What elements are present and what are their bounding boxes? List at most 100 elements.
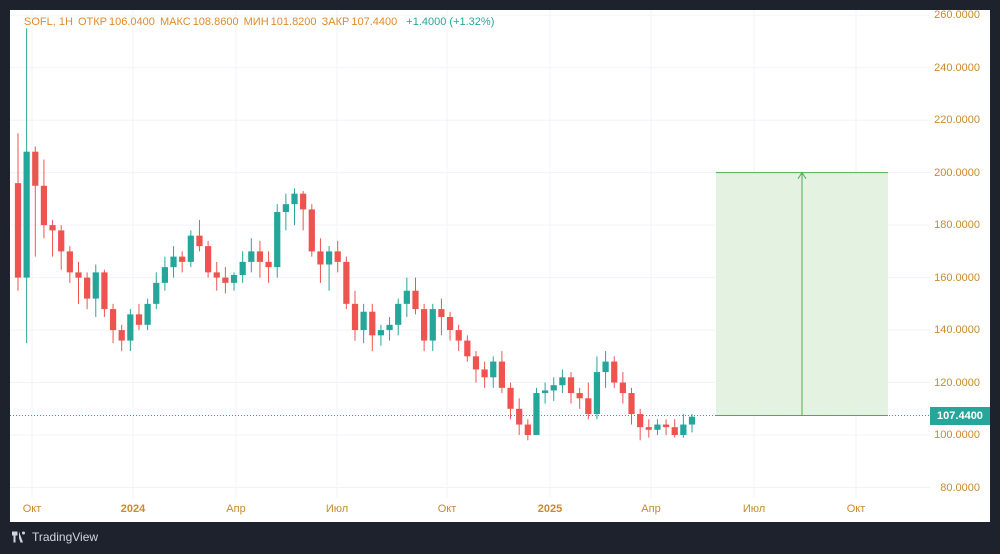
candle-body (317, 251, 324, 265)
candle-body (585, 398, 592, 415)
candle-body (40, 185, 48, 226)
candle-body (144, 303, 151, 325)
chart-pane[interactable]: SOFL, 1H ОТКР 106.0400 МАКС 108.8600 МИН 10… (10, 10, 990, 522)
candle-body (58, 230, 65, 252)
candle-body (688, 416, 696, 425)
candle-body (161, 267, 169, 283)
price-tick: 160.0000 (934, 271, 980, 284)
candle-body (619, 382, 626, 394)
price-tick: 200.0000 (934, 166, 980, 179)
price-tick: 100.0000 (934, 429, 980, 442)
candle-body (395, 303, 402, 325)
target-arrow-head (797, 171, 807, 179)
candle-body (239, 261, 246, 275)
price-tick: 180.0000 (934, 219, 980, 232)
legend-change: +1.4000 (+1.32%) (406, 16, 495, 28)
candle-body (602, 361, 609, 373)
last-price-label: 107.4400 (930, 406, 990, 425)
candle-body (637, 414, 644, 428)
candle-body (421, 309, 428, 341)
candle-body (282, 204, 289, 213)
price-axis[interactable]: 260.0000 240.0000 220.0000 200.0000 180.0000… (930, 10, 990, 522)
candle-body (490, 361, 497, 378)
candle-body (248, 251, 255, 262)
candle-body (127, 314, 134, 341)
candle-body (300, 193, 307, 210)
candle-body (576, 393, 583, 399)
time-tick: 2025 (537, 503, 563, 515)
candle-body (472, 356, 480, 370)
candle-body (611, 361, 618, 383)
candle-body (135, 314, 143, 325)
candle-body (32, 151, 39, 186)
footer: TradingView (12, 530, 98, 544)
candle-body (274, 212, 281, 268)
candle-body (507, 387, 514, 409)
candle-body (196, 235, 203, 247)
time-tick: 2024 (120, 503, 146, 515)
legend-open-label: ОТКР (77, 16, 107, 28)
candle-body (593, 372, 601, 415)
candle-body (438, 309, 445, 317)
candle-body (101, 272, 108, 310)
candle-body (662, 424, 670, 428)
legend-low-label: МИН (243, 16, 269, 28)
candle-body (109, 309, 117, 331)
candle-body (498, 361, 506, 388)
price-tick: 240.0000 (934, 61, 980, 74)
candle-body (14, 183, 22, 278)
price-tick: 120.0000 (934, 376, 980, 389)
legend-high: 108.8600 (192, 16, 239, 28)
price-tick: 220.0000 (934, 114, 980, 127)
candle-body (213, 272, 220, 278)
candle-body (179, 256, 186, 262)
candle-body (118, 330, 125, 341)
candle-body (481, 369, 488, 378)
candlestick-chart[interactable] (10, 10, 990, 522)
legend-symbol: SOFL, 1H (24, 16, 73, 28)
candle-body (351, 303, 359, 331)
candle-body (369, 311, 376, 336)
candle-body (308, 209, 315, 252)
legend-close-label: ЗАКР (321, 16, 350, 28)
candle-body (360, 311, 367, 331)
candle-body (23, 151, 30, 278)
time-tick: Апр (641, 503, 661, 515)
ohlc-legend: SOFL, 1H ОТКР 106.0400 МАКС 108.8600 МИН 10… (24, 16, 496, 28)
candle-body (170, 256, 177, 268)
candle-body (403, 290, 410, 304)
candle-body (654, 424, 661, 430)
legend-open: 106.0400 (109, 16, 155, 28)
candle-body (265, 261, 272, 268)
candle-body (524, 424, 531, 436)
candle-body (256, 251, 264, 262)
candle-body (325, 251, 333, 265)
candle-body (645, 427, 652, 430)
candle-body (628, 393, 635, 415)
time-tick: Окт (22, 503, 42, 515)
time-tick: Июл (325, 503, 349, 515)
candle-body (377, 330, 385, 336)
candle-body (516, 408, 523, 425)
time-tick: Апр (226, 503, 246, 515)
candle-body (464, 340, 471, 357)
candle-body (559, 377, 566, 386)
tradingview-logo-icon (12, 531, 25, 543)
candle-body (550, 385, 557, 391)
candle-body (343, 261, 350, 304)
candle-body (49, 225, 56, 231)
price-tick: 80.0000 (940, 481, 980, 494)
candle-body (671, 427, 678, 436)
candle-body (204, 246, 212, 273)
candle-body (187, 235, 194, 262)
candle-body (386, 324, 393, 331)
brand-name: TradingView (32, 530, 99, 544)
candle-body (230, 274, 238, 283)
candle-body (541, 390, 549, 394)
candle-body (92, 272, 99, 299)
price-tick: 140.0000 (934, 324, 980, 337)
time-axis[interactable]: Окт 2024 Апр Июл Окт 2025 Апр Июл Окт (10, 498, 990, 522)
candle-body (429, 309, 436, 341)
candle-body (412, 290, 419, 310)
candle-body (567, 377, 575, 394)
